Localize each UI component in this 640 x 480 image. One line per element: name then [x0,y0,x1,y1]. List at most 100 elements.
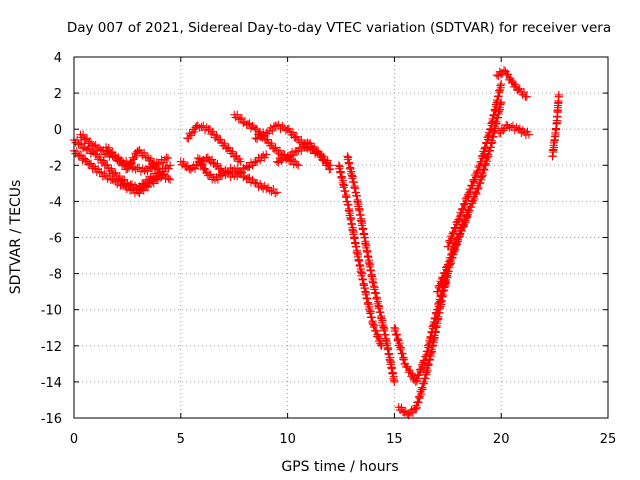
data-point-marker [83,145,92,154]
data-point-marker [297,146,306,156]
data-point-marker [234,169,243,178]
data-point-marker [263,183,273,192]
data-point-marker [205,171,214,180]
series-sat-track-19 [548,90,563,161]
data-point-marker [275,146,285,155]
data-point-marker [213,159,222,168]
data-point-marker [267,139,276,148]
data-point-marker [260,181,269,190]
x-tick-label: 20 [493,432,510,447]
data-point-marker [497,80,506,89]
data-point-marker [268,126,277,135]
data-point-marker [226,163,235,172]
data-point-marker [236,115,245,124]
data-point-marker [523,127,532,136]
data-point-marker [370,321,379,330]
data-point-marker [105,171,114,180]
x-tick-label: 5 [177,432,185,447]
data-point-marker [123,164,132,173]
data-point-marker [155,168,164,177]
data-point-marker [127,185,136,194]
data-point-marker [85,160,94,169]
y-tick-label: 0 [54,123,62,138]
data-point-marker [249,178,259,187]
data-point-marker [406,368,415,377]
data-point-marker [233,164,242,173]
series-sat-track-18 [495,120,534,139]
data-point-marker [97,146,106,155]
data-point-marker [437,279,446,288]
data-point-marker [127,159,136,168]
data-point-marker [446,255,455,265]
data-point-marker [202,123,211,132]
data-point-marker [164,164,173,173]
data-point-marker [512,123,521,132]
data-point-marker [118,181,127,190]
data-point-marker [499,66,509,75]
plot-frame [73,56,609,419]
data-point-marker [233,110,242,119]
data-point-marker [276,124,285,134]
data-point-marker [166,175,175,184]
data-point-marker [326,164,335,173]
data-point-marker [72,147,81,156]
data-point-marker [136,167,145,176]
data-point-marker [314,147,323,156]
y-tick-label: -12 [41,340,62,355]
data-point-marker [103,160,112,169]
data-point-marker [473,168,482,177]
y-tick-label: -10 [41,304,62,319]
data-point-marker [143,167,152,176]
data-point-marker [236,157,245,166]
data-point-marker [111,168,120,177]
data-point-marker [522,92,531,101]
data-point-marker [433,287,442,296]
data-point-marker [472,189,481,198]
data-point-marker [445,257,454,266]
data-point-marker [439,274,448,283]
data-point-marker [514,125,523,134]
data-point-marker [447,234,456,243]
data-point-marker [140,148,149,157]
data-point-marker [508,121,517,130]
series-sat-track-10 [272,138,335,174]
y-tick-label: 2 [54,87,62,102]
data-point-marker [471,173,480,182]
series-sat-track-04 [101,143,175,184]
data-point-marker [253,157,262,166]
data-point-marker [100,150,109,159]
series-sat-track-07 [183,121,245,166]
data-point-marker [457,210,466,219]
data-point-marker [213,175,222,184]
data-point-marker [517,128,526,137]
x-tick-label: 15 [386,432,403,447]
data-point-marker [289,151,298,160]
data-point-marker [190,127,199,136]
data-point-marker [455,212,464,221]
data-point-marker [272,188,281,197]
data-point-marker [248,121,257,131]
data-point-marker [249,158,259,167]
y-tick-label: -14 [41,376,62,391]
data-point-marker [403,362,412,371]
data-point-marker [224,143,233,152]
data-point-marker [372,326,381,335]
data-point-marker [76,140,85,149]
data-point-marker [451,242,460,251]
data-point-marker [462,196,471,205]
data-point-marker [146,154,155,163]
data-point-marker [240,172,249,181]
data-point-marker [115,171,124,181]
data-point-marker [129,184,138,193]
data-point-marker [515,124,524,133]
grid-lines [74,57,608,418]
data-point-marker [468,181,477,190]
data-point-marker [292,132,301,141]
data-point-marker [220,139,229,148]
data-point-marker [413,376,422,385]
data-point-marker [411,377,420,386]
series-sat-track-16 [443,80,506,251]
data-point-marker [135,189,144,198]
series-sat-track-11 [334,161,386,350]
